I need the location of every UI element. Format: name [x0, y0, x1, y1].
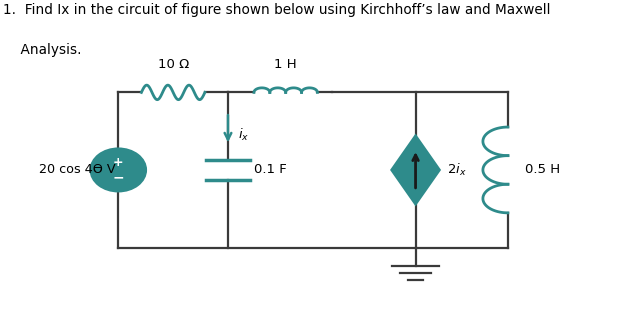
Text: Analysis.: Analysis.: [3, 43, 81, 57]
Text: 0.1 F: 0.1 F: [254, 163, 286, 177]
Ellipse shape: [91, 148, 146, 191]
Text: 0.5 H: 0.5 H: [525, 163, 560, 177]
Text: 1.  Find Ix in the circuit of figure shown below using Kirchhoff’s law and Maxwe: 1. Find Ix in the circuit of figure show…: [3, 3, 551, 17]
Polygon shape: [391, 135, 440, 205]
Text: 20 cos 4ϴ V: 20 cos 4ϴ V: [39, 163, 116, 177]
Text: +: +: [113, 156, 124, 169]
Text: $2i_x$: $2i_x$: [447, 162, 467, 178]
Text: $i_x$: $i_x$: [238, 127, 250, 143]
Text: −: −: [112, 170, 124, 184]
Text: 10 Ω: 10 Ω: [157, 58, 189, 71]
Text: 1 H: 1 H: [274, 58, 297, 71]
